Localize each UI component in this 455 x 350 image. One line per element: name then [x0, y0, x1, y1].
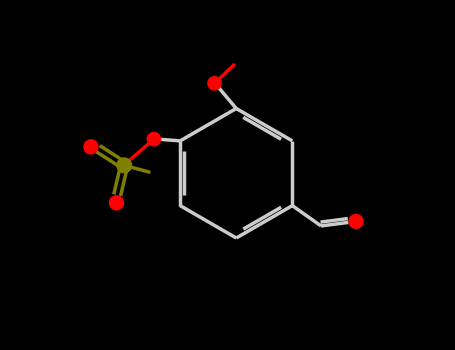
Circle shape: [208, 77, 221, 90]
Circle shape: [110, 196, 123, 210]
Circle shape: [84, 140, 98, 154]
Circle shape: [349, 214, 363, 229]
Circle shape: [117, 158, 131, 173]
Circle shape: [147, 132, 161, 146]
